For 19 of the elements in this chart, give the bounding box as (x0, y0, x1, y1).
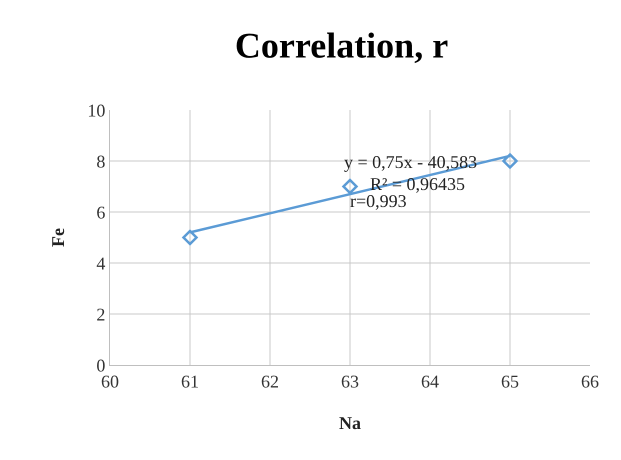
point (182, 230, 198, 246)
annotation: r=0,993 (350, 191, 407, 211)
x-axis-title: Na (339, 413, 361, 433)
x-tick-label: 61 (181, 372, 199, 392)
point (502, 153, 518, 169)
y-tick-label: 4 (96, 253, 106, 274)
point (342, 178, 358, 194)
x-tick-label: 62 (261, 372, 279, 392)
y-tick-label: 6 (96, 202, 106, 222)
x-tick-label: 65 (501, 372, 519, 392)
chart-title: Correlation, r (234, 25, 448, 66)
y-tick-label: 2 (96, 304, 106, 324)
annotation: y = 0,75x - 40,583 (344, 152, 478, 172)
x-tick-label: 64 (421, 372, 439, 392)
x-tick-label: 66 (581, 372, 599, 392)
y-tick-label: 8 (96, 151, 106, 172)
x-tick-label: 63 (341, 372, 359, 392)
y-axis-title: Fe (48, 228, 68, 247)
y-tick-label: 10 (87, 100, 106, 120)
